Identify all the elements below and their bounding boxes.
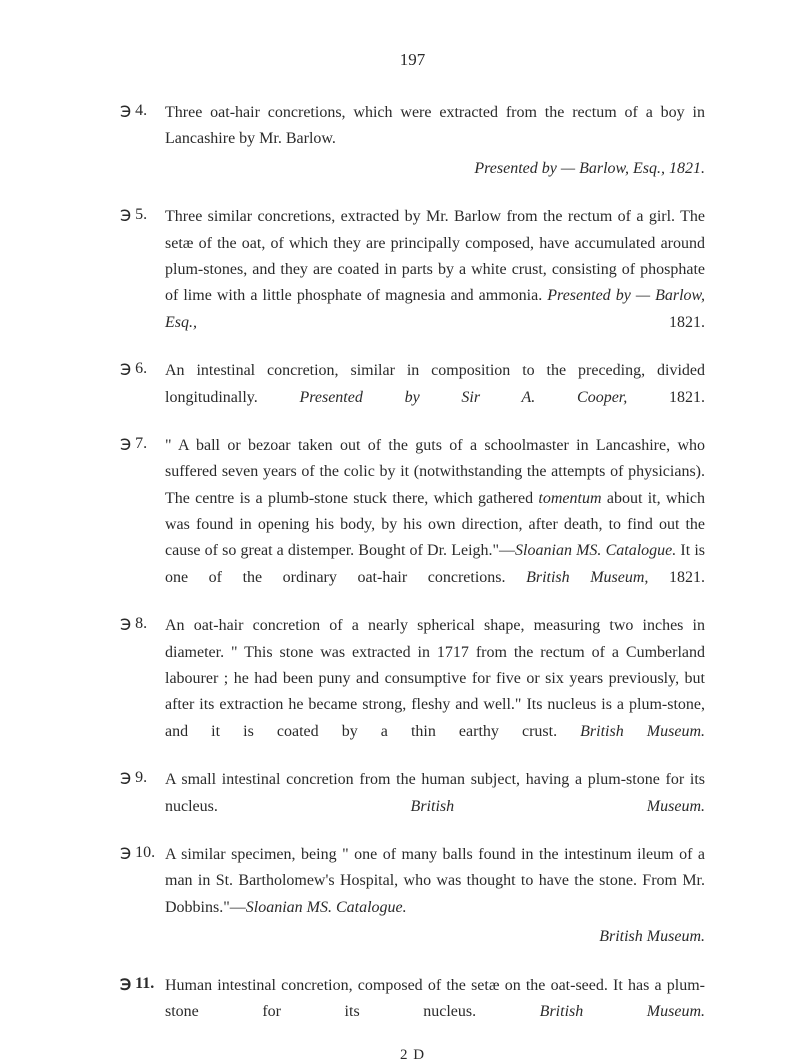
entry-marker: ℈ 6. xyxy=(120,358,165,378)
entry-body: An oat-hair concretion of a nearly spher… xyxy=(165,613,705,745)
entry-marker: ℈ 8. xyxy=(120,613,165,633)
entry-text: An intestinal concretion, similar in com… xyxy=(165,358,705,411)
entry-attribution: British Museum, xyxy=(526,569,648,586)
entry-body: An intestinal concretion, similar in com… xyxy=(165,358,705,411)
page-number: 197 xyxy=(120,50,705,70)
catalogue-entry: ℈ 7." A ball or bezoar taken out of the … xyxy=(120,433,705,591)
entry-text: A small intestinal concretion from the h… xyxy=(165,767,705,820)
catalogue-entry: ℈ 11.Human intestinal concretion, compos… xyxy=(120,973,705,1026)
entry-body: A similar specimen, being " one of many … xyxy=(165,842,705,951)
entry-body: " A ball or bezoar taken out of the guts… xyxy=(165,433,705,591)
entry-text: A similar specimen, being " one of many … xyxy=(165,842,705,921)
catalogue-entry: ℈ 4.Three oat-hair concretions, which we… xyxy=(120,100,705,182)
entry-body: Three oat-hair concretions, which were e… xyxy=(165,100,705,182)
entry-body: Human intestinal concretion, composed of… xyxy=(165,973,705,1026)
catalogue-entry: ℈ 6.An intestinal concretion, similar in… xyxy=(120,358,705,411)
entry-attribution: Presented by — Barlow, Esq., 1821. xyxy=(165,156,705,182)
entry-body: A small intestinal concretion from the h… xyxy=(165,767,705,820)
entry-text: " A ball or bezoar taken out of the guts… xyxy=(165,433,705,591)
catalogue-entry: ℈ 10.A similar specimen, being " one of … xyxy=(120,842,705,951)
catalogue-entry: ℈ 9.A small intestinal concretion from t… xyxy=(120,767,705,820)
entry-attribution: Presented by Sir A. Cooper, xyxy=(299,389,627,406)
entry-text: An oat-hair concretion of a nearly spher… xyxy=(165,613,705,745)
entry-body: Three similar concretions, extracted by … xyxy=(165,204,705,336)
entry-marker: ℈ 7. xyxy=(120,433,165,453)
entry-marker: ℈ 5. xyxy=(120,204,165,224)
catalogue-entry: ℈ 8.An oat-hair concretion of a nearly s… xyxy=(120,613,705,745)
entry-attribution: Presented by — Barlow, Esq., xyxy=(165,287,705,330)
signature-mark: 2 D xyxy=(120,1047,705,1064)
entry-marker: ℈ 11. xyxy=(120,973,165,993)
catalogue-entry: ℈ 5.Three similar concretions, extracted… xyxy=(120,204,705,336)
entry-text: Human intestinal concretion, composed of… xyxy=(165,973,705,1026)
entry-attribution: British Museum. xyxy=(165,924,705,950)
entry-attribution: British Museum. xyxy=(580,723,705,740)
entry-marker: ℈ 10. xyxy=(120,842,165,862)
entry-text: Three oat-hair concretions, which were e… xyxy=(165,100,705,153)
entry-text: Three similar concretions, extracted by … xyxy=(165,204,705,336)
entry-marker: ℈ 4. xyxy=(120,100,165,120)
entry-marker: ℈ 9. xyxy=(120,767,165,787)
entry-attribution: British Museum. xyxy=(411,798,705,815)
entry-attribution: British Museum. xyxy=(540,1003,705,1020)
